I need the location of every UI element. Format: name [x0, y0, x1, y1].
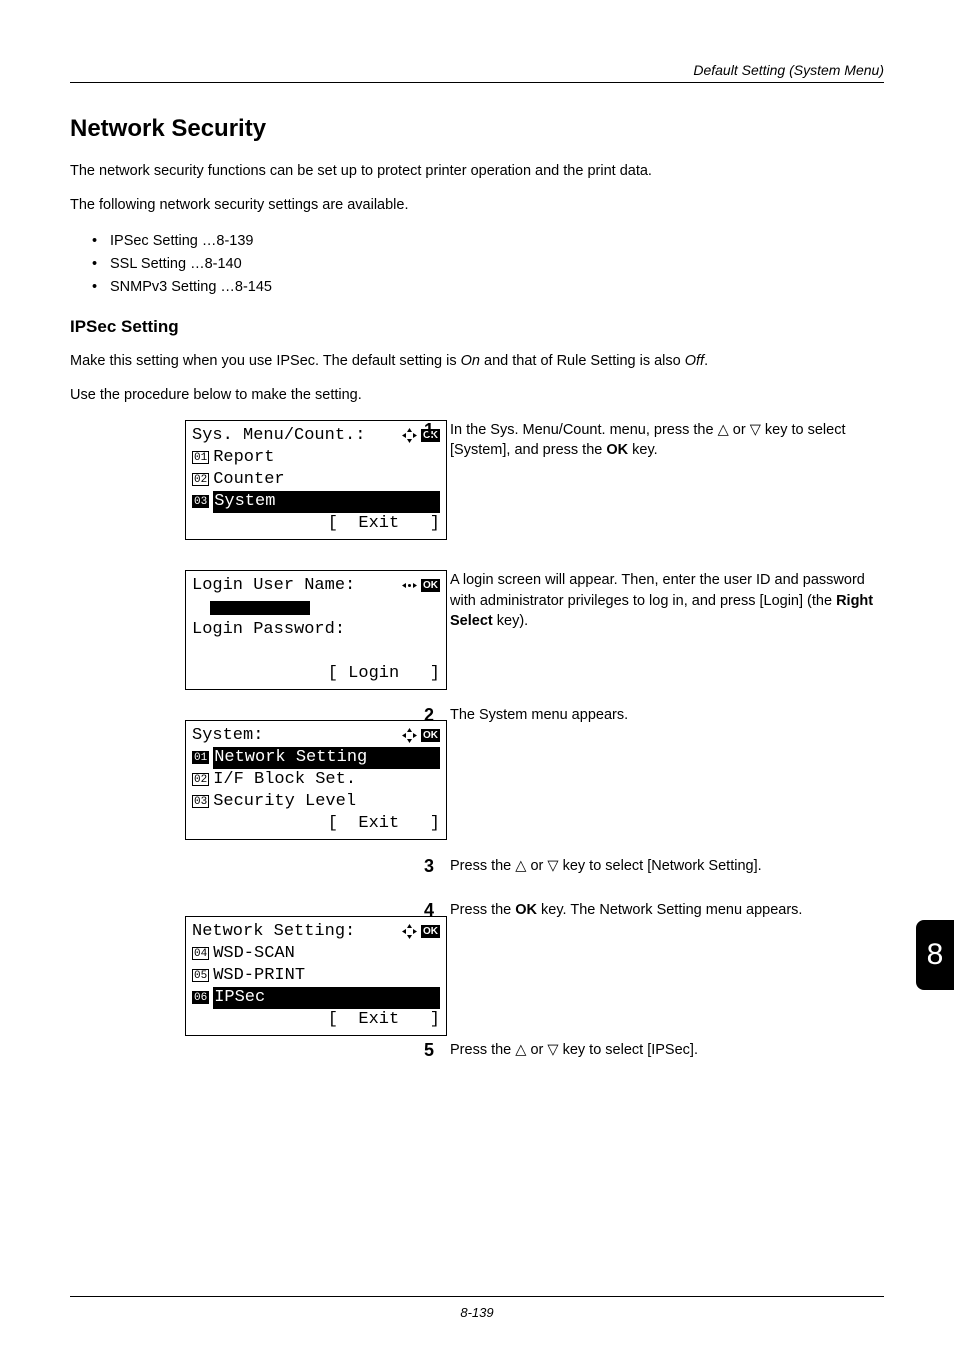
ok-icon: OK [421, 579, 440, 592]
step-number: 2 [424, 705, 434, 726]
nav-icon [402, 728, 417, 743]
step-3: 3 Press the △ or ▽ key to select [Networ… [450, 856, 880, 876]
lcd-system-menu: System: OK 01Network Setting 02I/F Block… [185, 720, 447, 840]
step-number: 4 [424, 900, 434, 921]
nav-icon [402, 428, 417, 443]
bullet-list: IPSec Setting …8-139 SSL Setting …8-140 … [92, 230, 884, 300]
down-arrow-icon: ▽ [547, 1042, 558, 1058]
down-arrow-icon: ▽ [547, 858, 558, 874]
step-5: 5 Press the △ or ▽ key to select [IPSec]… [450, 1040, 880, 1060]
up-arrow-icon: △ [718, 422, 729, 438]
subsection-title: IPSec Setting [70, 317, 884, 337]
subsection-paragraph-1: Make this setting when you use IPSec. Th… [70, 351, 884, 371]
running-header: Default Setting (System Menu) [70, 62, 884, 82]
nav-icon [402, 924, 417, 939]
subsection-paragraph-2: Use the procedure below to make the sett… [70, 385, 884, 405]
chapter-tab: 8 [916, 920, 954, 990]
down-arrow-icon: ▽ [750, 422, 761, 438]
intro-paragraph-2: The following network security settings … [70, 195, 884, 215]
step-number: 1 [424, 420, 434, 441]
up-arrow-icon: △ [515, 1042, 526, 1058]
list-item: SNMPv3 Setting …8-145 [92, 276, 884, 299]
section-title: Network Security [70, 115, 884, 143]
lcd-network-setting: Network Setting: OK 04WSD-SCAN 05WSD-PRI… [185, 916, 447, 1036]
step-1: 1 In the Sys. Menu/Count. menu, press th… [450, 420, 880, 461]
step-number: 3 [424, 856, 434, 877]
step-4: 4 Press the OK key. The Network Setting … [450, 900, 880, 920]
nav-icon [402, 578, 417, 593]
lcd-login: Login User Name: OK Login Password: [ Lo… [185, 570, 447, 690]
list-item: SSL Setting …8-140 [92, 253, 884, 276]
list-item: IPSec Setting …8-139 [92, 230, 884, 253]
page-footer: 8-139 [70, 1296, 884, 1320]
up-arrow-icon: △ [515, 858, 526, 874]
step-number: 5 [424, 1040, 434, 1061]
ok-icon: OK [421, 729, 440, 742]
intro-paragraph-1: The network security functions can be se… [70, 161, 884, 181]
ok-icon: OK [421, 925, 440, 938]
text-cursor-block [210, 601, 310, 615]
step-2: 2 The System menu appears. [450, 705, 880, 725]
lcd-sys-menu: Sys. Menu/Count.: OK 01Report 02Counter … [185, 420, 447, 540]
header-divider [70, 82, 884, 83]
step-1b: A login screen will appear. Then, enter … [450, 570, 880, 631]
